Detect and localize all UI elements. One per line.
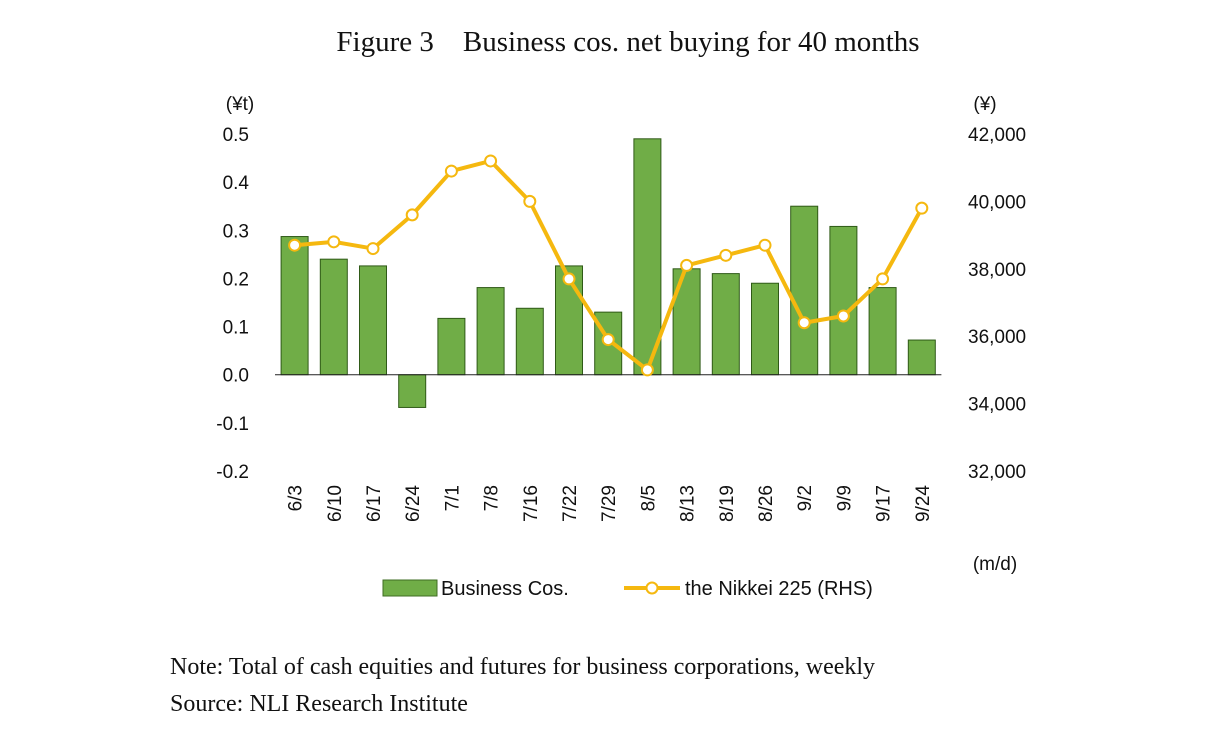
x-tick-label: 9/17 (874, 485, 895, 522)
x-tick-label: 7/8 (482, 485, 503, 511)
line-point (876, 272, 890, 286)
chart-title: Figure 3 Business cos. net buying for 40… (336, 26, 919, 58)
left-tick-label: 0.5 (223, 125, 249, 146)
line-series (288, 154, 929, 377)
right-tick-label: 42,000 (968, 125, 1026, 146)
line-point (562, 272, 576, 286)
bar (672, 268, 701, 376)
x-axis-ticks: 6/3 6/10 6/17 6/24 7/1 7/8 7/16 7/22 7/29 8/5 8/13… (286, 485, 934, 522)
x-tick-label: 7/29 (599, 485, 620, 522)
left-tick-label: -0.2 (216, 462, 249, 483)
legend-swatch-bars (382, 579, 438, 597)
x-tick-label: 7/16 (521, 485, 542, 522)
line-point (719, 248, 733, 262)
x-tick-label: 8/5 (638, 485, 659, 511)
line-point (758, 238, 772, 252)
left-tick-label: 0.0 (223, 366, 249, 387)
left-tick-label: 0.4 (223, 173, 250, 194)
x-tick-label: 9/9 (834, 485, 855, 511)
line-point (836, 309, 850, 323)
right-tick-label: 34,000 (968, 395, 1026, 416)
source-text: Source: NLI Research Institute (170, 691, 468, 717)
x-tick-label: 6/24 (403, 485, 424, 522)
bar (790, 205, 819, 376)
right-tick-label: 40,000 (968, 192, 1026, 213)
x-tick-label: 8/13 (678, 485, 699, 522)
left-tick-label: 0.1 (223, 318, 249, 339)
line-point (405, 208, 419, 222)
bar (711, 273, 740, 376)
x-tick-label: 6/3 (286, 485, 307, 511)
line-point (523, 194, 537, 208)
x-tick-label: 6/10 (325, 485, 346, 522)
bar (319, 258, 348, 376)
left-tick-label: 0.2 (223, 269, 249, 290)
line-point (797, 316, 811, 330)
right-axis-ticks: 42,000 40,000 38,000 36,000 34,000 32,000 (968, 125, 1026, 483)
line-point (640, 363, 654, 377)
bar (437, 317, 466, 376)
legend-label-bars: Business Cos. (441, 578, 569, 600)
right-tick-label: 36,000 (968, 327, 1026, 348)
right-axis-unit: (¥) (973, 94, 996, 115)
right-tick-label: 38,000 (968, 260, 1026, 281)
chart: Figure 3 Business cos. net buying for 40… (216, 26, 1026, 600)
note-text: Note: Total of cash equities and futures… (170, 654, 876, 680)
line-point (680, 258, 694, 272)
x-tick-label: 8/26 (756, 485, 777, 522)
legend-swatch-marker (645, 581, 659, 595)
bar (751, 282, 779, 376)
left-tick-label: -0.1 (216, 414, 249, 435)
line-point (444, 164, 458, 178)
bar (868, 287, 897, 376)
line-point (915, 201, 929, 215)
legend-label-line: the Nikkei 225 (RHS) (685, 578, 873, 600)
line-point (288, 238, 302, 252)
bar (907, 339, 936, 376)
left-axis-unit: (¥t) (226, 94, 255, 115)
x-tick-label: 9/24 (913, 485, 934, 522)
bar (280, 236, 309, 376)
bar (359, 265, 387, 376)
x-tick-label: 7/1 (442, 485, 463, 511)
left-tick-label: 0.3 (223, 221, 249, 242)
x-tick-label: 9/2 (795, 485, 816, 511)
bar (829, 225, 858, 376)
line-point (366, 242, 380, 256)
line-point (601, 333, 615, 347)
left-axis-ticks: 0.5 0.4 0.3 0.2 0.1 0.0 -0.1 -0.2 (216, 125, 249, 483)
bar (476, 287, 505, 376)
x-tick-label: 8/19 (717, 485, 738, 522)
right-tick-label: 32,000 (968, 462, 1026, 483)
x-tick-label: 7/22 (560, 485, 581, 522)
line-point (327, 235, 341, 249)
bar (515, 307, 544, 376)
legend: Business Cos. the Nikkei 225 (RHS) (382, 578, 873, 600)
bar-series (280, 138, 936, 408)
line-point (484, 154, 498, 168)
bar (398, 374, 427, 408)
bar (633, 138, 662, 376)
x-axis-unit: (m/d) (973, 554, 1017, 575)
x-tick-label: 6/17 (364, 485, 385, 522)
